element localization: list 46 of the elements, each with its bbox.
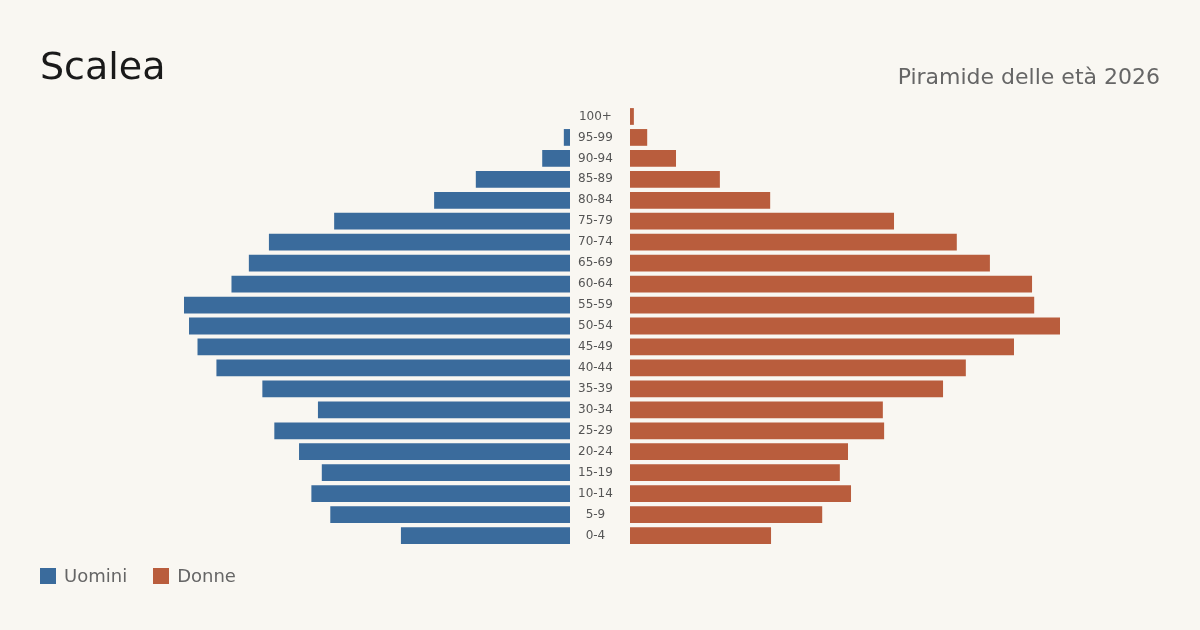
y-tick-label: 75-79 (578, 213, 613, 228)
bar (630, 275, 1033, 293)
bar (630, 170, 720, 188)
bar (630, 485, 852, 502)
bar (630, 254, 990, 272)
y-tick-label: 5-9 (585, 506, 606, 521)
bar (630, 317, 1060, 335)
y-tick-label: 50-54 (578, 318, 613, 333)
y-tick-label: 95-99 (578, 129, 613, 144)
bar (630, 443, 849, 461)
bar (630, 506, 823, 523)
y-tick-label: 15-19 (578, 464, 613, 479)
y-tick-label: 0-4 (585, 527, 606, 542)
bar (630, 233, 957, 251)
y-tick-label: 85-89 (578, 171, 613, 186)
y-tick-label: 80-84 (578, 192, 613, 207)
y-tick-label: 65-69 (578, 255, 613, 270)
y-tick-label: 60-64 (578, 276, 613, 291)
legend-label: Uomini (63, 565, 128, 586)
y-tick-label: 20-24 (578, 443, 613, 458)
bar (630, 464, 840, 482)
bar (630, 338, 1014, 356)
bar (630, 296, 1035, 314)
y-tick-label: 25-29 (578, 422, 613, 437)
y-tick-label: 55-59 (578, 297, 613, 312)
bar (630, 401, 883, 419)
bar (630, 129, 648, 146)
y-tick-label: 40-44 (578, 360, 613, 375)
y-tick-label: 10-14 (578, 485, 613, 500)
chart-subtitle: Piramide delle età 2026 (897, 64, 1160, 89)
y-tick-label: 90-94 (578, 150, 613, 165)
y-tick-label: 45-49 (578, 339, 613, 354)
y-tick-label: 30-34 (578, 401, 613, 416)
chart-title: Scalea (40, 44, 166, 88)
legend-label: Donne (176, 565, 236, 586)
y-tick-label: 35-39 (578, 380, 613, 395)
y-tick-label: 70-74 (578, 234, 613, 249)
bar (630, 212, 895, 230)
bar (630, 380, 944, 398)
bar (630, 150, 677, 167)
bar (630, 359, 966, 377)
y-tick-label: 100+ (578, 108, 612, 123)
bar (630, 422, 885, 440)
bar (630, 108, 634, 125)
bar (630, 527, 772, 544)
bar (630, 191, 771, 209)
